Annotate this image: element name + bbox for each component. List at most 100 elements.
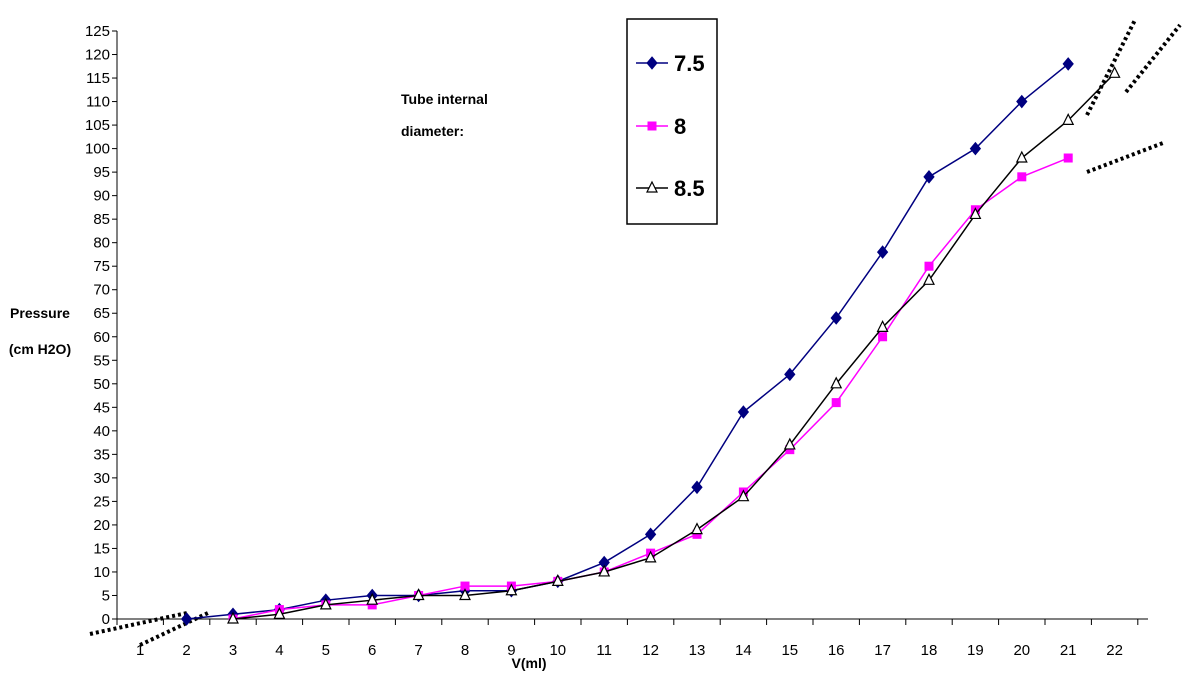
legend-item: 8: [636, 114, 686, 139]
y-tick-label: 30: [93, 470, 110, 487]
x-tick-label: 4: [275, 642, 283, 659]
y-tick-labels: 0 5 10 15 20 25 30 35 40 45 50 55 60 65 70 75 80 85 90 95 10…: [85, 23, 117, 628]
y-tick-label: 70: [93, 282, 110, 299]
y-tick-label: 50: [93, 376, 110, 393]
legend-label: 8.5: [674, 176, 705, 201]
y-tick-label: 15: [93, 540, 110, 557]
data-point-square: [924, 261, 934, 271]
y-tick-label: 65: [93, 305, 110, 322]
y-tick-label: 120: [85, 47, 110, 64]
x-tick-label: 12: [642, 642, 659, 659]
y-tick-label: 95: [93, 164, 110, 181]
data-point-square: [647, 121, 657, 131]
y-tick-label: 80: [93, 235, 110, 252]
legend-label: 7.5: [674, 51, 705, 76]
extrapolation-dotted-line: [1086, 141, 1164, 174]
y-tick-label: 5: [102, 587, 110, 604]
data-point-diamond: [876, 245, 889, 259]
extrapolation-lines: [89, 19, 1182, 647]
x-tick-label: 22: [1106, 642, 1123, 659]
annotation-line: diameter:: [401, 123, 464, 139]
data-point-triangle: [1015, 150, 1028, 163]
y-tick-label: 105: [85, 117, 110, 134]
data-point-square: [785, 445, 795, 455]
data-point-triangle: [691, 522, 703, 535]
extrapolation-dotted-line: [1085, 19, 1137, 116]
data-point-triangle: [505, 583, 518, 596]
x-tick-label: 2: [182, 642, 190, 659]
data-point-triangle: [783, 437, 796, 450]
data-point-triangle: [644, 550, 657, 563]
y-tick-label: 85: [93, 211, 110, 228]
data-point-triangle: [1062, 113, 1075, 125]
data-point-diamond: [737, 405, 750, 419]
data-point-triangle: [923, 272, 935, 285]
x-tick-label: 21: [1060, 642, 1077, 659]
data-point-triangle: [551, 574, 564, 586]
y-tick-label: 100: [85, 141, 110, 158]
x-tick-label: 8: [461, 642, 469, 659]
data-point-triangle: [273, 606, 286, 619]
x-tick-label: 13: [689, 642, 706, 659]
data-point-diamond: [644, 527, 657, 542]
chart-texts: V(ml) Pressure (cm H2O) Tube internal diamet…: [9, 91, 547, 671]
data-point-square: [460, 581, 470, 591]
axes: [116, 31, 1148, 620]
extrapolation-dotted-line: [89, 611, 188, 636]
y-tick-label: 90: [93, 188, 110, 205]
data-point-triangle: [366, 592, 379, 605]
x-tick-label: 10: [549, 642, 566, 659]
y-tick-label: 35: [93, 446, 110, 463]
x-tick-label: 7: [414, 642, 422, 659]
data-point-square: [878, 332, 888, 342]
data-point-triangle: [319, 597, 332, 610]
x-tick-label: 3: [229, 642, 237, 659]
x-tick-label: 1: [136, 642, 144, 659]
data-point-diamond: [691, 480, 703, 495]
x-tick-label: 16: [828, 642, 845, 659]
y-tick-label: 125: [85, 23, 110, 40]
data-point-triangle: [227, 611, 239, 624]
data-point-triangle: [459, 588, 471, 601]
y-tick-label: 10: [93, 564, 110, 581]
x-tick-label: 19: [967, 642, 984, 659]
x-tick-labels: 1 2 3 4 5 6 7 8 9 10 11 12 13 14 15 16 17 18 19 20 21 22: [116, 619, 1139, 659]
y-tick-label: 25: [93, 493, 110, 510]
x-axis-title: V(ml): [512, 655, 547, 671]
data-point-triangle: [876, 320, 889, 332]
x-tick-label: 11: [596, 642, 612, 659]
x-tick-label: 20: [1013, 642, 1030, 659]
data-point-triangle: [646, 180, 658, 193]
data-point-triangle: [412, 588, 425, 601]
data-point-diamond: [923, 170, 935, 184]
series-8-5: [227, 65, 1121, 624]
legend-item: 7.5: [636, 51, 705, 76]
y-tick-label: 115: [86, 70, 110, 87]
data-point-square: [367, 600, 377, 610]
x-tick-label: 6: [368, 642, 376, 659]
data-point-diamond: [969, 141, 982, 156]
y-tick-label: 110: [86, 94, 110, 111]
y-axis-title-line: Pressure: [10, 305, 70, 321]
data-point-triangle: [598, 564, 611, 577]
data-point-diamond: [1016, 94, 1028, 109]
data-point-square: [1017, 172, 1027, 182]
data-point-diamond: [784, 367, 796, 382]
data-point-triangle: [969, 207, 982, 220]
y-tick-label: 0: [102, 611, 110, 628]
extrapolation-dotted-line: [1124, 23, 1182, 94]
series-lines: [180, 57, 1121, 626]
data-point-triangle: [1108, 65, 1121, 78]
data-point-triangle: [830, 376, 843, 389]
x-tick-label: 9: [507, 642, 515, 659]
legend-item: 8.5: [636, 176, 705, 201]
data-point-triangle: [737, 489, 750, 502]
y-tick-label: 40: [93, 423, 110, 440]
x-tick-label: 5: [322, 642, 330, 659]
data-point-diamond: [1062, 57, 1074, 71]
legend: 7.5 8 8.5: [626, 18, 718, 225]
legend-box: [626, 18, 718, 225]
data-point-square: [692, 529, 702, 539]
